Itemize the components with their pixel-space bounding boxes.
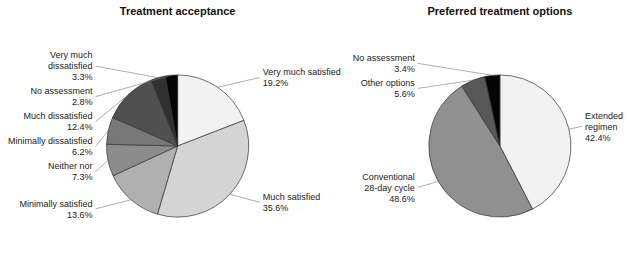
category-label: Other options bbox=[361, 78, 416, 88]
category-label: No assessment bbox=[31, 86, 94, 96]
value-label: 35.6% bbox=[263, 203, 289, 213]
data-label: No assessment3.4% bbox=[353, 53, 416, 74]
pie-slice bbox=[485, 75, 500, 146]
leader-line bbox=[569, 126, 582, 129]
value-label: 48.6% bbox=[389, 194, 415, 204]
data-label: Very muchdissatisfied3.3% bbox=[48, 50, 93, 82]
data-label: Very much satisfied19.2% bbox=[263, 67, 341, 88]
pie-slice bbox=[165, 75, 177, 146]
chart-title: Preferred treatment options bbox=[427, 5, 572, 17]
category-label: No assessment bbox=[353, 53, 416, 63]
data-label: Minimally satisfied13.6% bbox=[20, 199, 93, 220]
data-label: Much satisfied35.6% bbox=[263, 192, 321, 213]
category-label: Extended bbox=[585, 111, 623, 121]
data-label: Conventional28-day cycle48.6% bbox=[362, 172, 415, 204]
category-label: Minimally dissatisfied bbox=[8, 136, 93, 146]
value-label: 3.3% bbox=[72, 72, 93, 82]
pie-chart: Extendedregimen42.4% Conventional28-day c… bbox=[353, 5, 623, 217]
category-label: Conventional bbox=[362, 172, 415, 182]
data-label: Minimally dissatisfied6.2% bbox=[8, 136, 93, 157]
chart-canvas: Very much satisfied19.2% Much satisfied35… bbox=[0, 0, 631, 268]
data-label: Extendedregimen42.4% bbox=[585, 111, 623, 143]
slices bbox=[429, 75, 571, 217]
leader-line bbox=[418, 181, 438, 187]
category-label: 28-day cycle bbox=[364, 183, 415, 193]
chart-title: Treatment acceptance bbox=[120, 5, 236, 17]
leader-line bbox=[418, 63, 493, 75]
category-label: Minimally satisfied bbox=[20, 199, 93, 209]
leader-line bbox=[230, 194, 260, 202]
category-label: Much dissatisfied bbox=[24, 111, 93, 121]
leader-line bbox=[96, 66, 159, 78]
leader-line bbox=[96, 160, 108, 171]
value-label: 2.8% bbox=[72, 97, 93, 107]
pie-slice bbox=[107, 144, 178, 176]
category-label: Very much bbox=[50, 50, 93, 60]
leader-line bbox=[96, 200, 132, 209]
data-label: No assessment2.8% bbox=[31, 86, 94, 107]
value-label: 7.3% bbox=[72, 172, 93, 182]
leader-line bbox=[218, 77, 260, 87]
leader-line bbox=[418, 80, 473, 88]
slices bbox=[107, 75, 249, 217]
value-label: 3.4% bbox=[394, 64, 415, 74]
pie-chart: Very much satisfied19.2% Much satisfied35… bbox=[8, 5, 341, 220]
value-label: 5.6% bbox=[394, 89, 415, 99]
leader-line bbox=[96, 75, 172, 96]
category-label: Much satisfied bbox=[263, 192, 321, 202]
value-label: 42.4% bbox=[585, 133, 611, 143]
category-label: dissatisfied bbox=[48, 61, 93, 71]
value-label: 19.2% bbox=[263, 78, 289, 88]
data-label: Neither nor7.3% bbox=[48, 161, 93, 182]
leader-line bbox=[96, 95, 129, 122]
data-label: Other options5.6% bbox=[361, 78, 416, 99]
category-label: Very much satisfied bbox=[263, 67, 341, 77]
category-label: regimen bbox=[585, 122, 618, 132]
value-label: 6.2% bbox=[72, 147, 93, 157]
category-label: Neither nor bbox=[48, 161, 93, 171]
leader-line bbox=[96, 131, 109, 147]
value-label: 12.4% bbox=[67, 122, 93, 132]
data-label: Much dissatisfied12.4% bbox=[24, 111, 93, 132]
value-label: 13.6% bbox=[67, 210, 93, 220]
